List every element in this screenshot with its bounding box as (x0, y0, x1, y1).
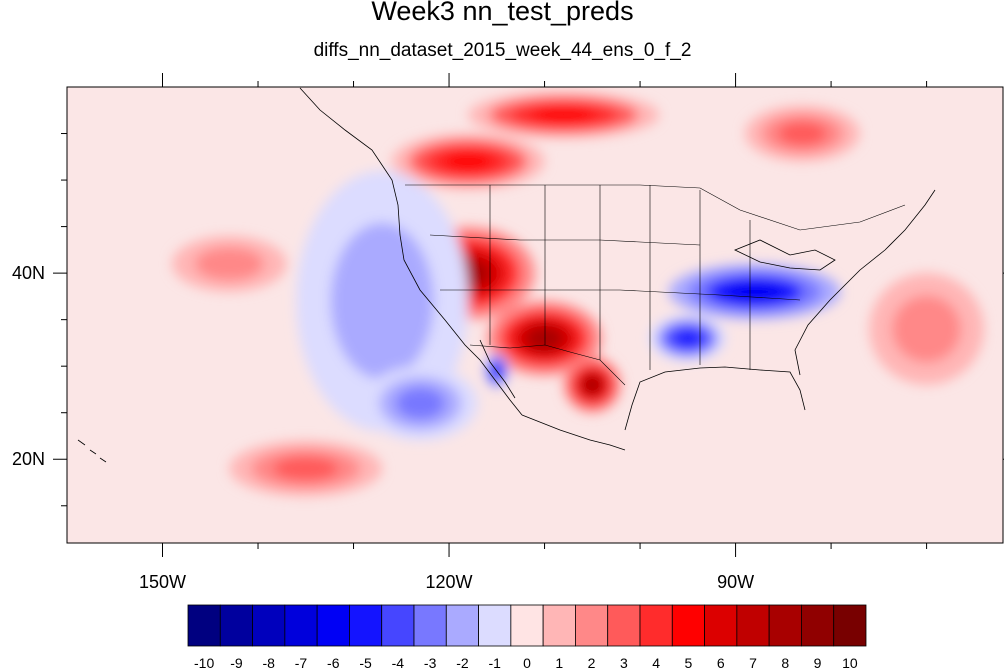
colorbar-label: 10 (842, 655, 858, 671)
colorbar-label: 4 (652, 655, 660, 671)
colorbar-box-1 (219, 604, 253, 647)
colorbar-box-12 (575, 604, 609, 647)
map-plot-area (67, 87, 1003, 543)
axis-ticks (53, 73, 1004, 557)
colorbar-box-6 (381, 604, 415, 647)
colorbar-label: 2 (588, 655, 596, 671)
colorbar-label: 1 (555, 655, 563, 671)
colorbar-label: 7 (749, 655, 757, 671)
baja-coast-line (479, 339, 516, 399)
mexico-pacific-coast (521, 414, 626, 451)
anomaly-region-4-layer-3 (531, 107, 596, 123)
colorbar-box-0 (187, 604, 221, 647)
colorbar-label: -8 (262, 655, 275, 671)
us-mexico-border (469, 344, 626, 386)
colorbar-label: -1 (488, 655, 501, 671)
anomaly-region-2-layer-3 (582, 375, 602, 395)
colorbar-label: -4 (392, 655, 405, 671)
colorbar-box-17 (736, 604, 770, 647)
lon-tick-label: 150W (139, 572, 186, 592)
colorbar-box-18 (768, 604, 802, 647)
anomaly-region-1-layer-3 (525, 325, 564, 351)
colorbar-box-15 (671, 604, 705, 647)
anomaly-region-11-layer-1 (194, 247, 264, 281)
colorbar-box-2 (252, 604, 286, 647)
lat-tick-label: 20N (12, 449, 45, 469)
anomaly-region-12-layer-2 (273, 456, 339, 481)
colorbar-label: 8 (781, 655, 789, 671)
map-subtitle: diffs_nn_dataset_2015_week_44_ens_0_f_2 (313, 40, 692, 61)
lat-tick-label: 40N (12, 263, 45, 283)
colorbar-box-19 (801, 604, 835, 647)
great-lakes (734, 239, 836, 271)
colorbar-label: -3 (424, 655, 437, 671)
anomaly-region-5-layer-2 (777, 121, 827, 146)
colorbar-box-3 (284, 604, 318, 647)
lon-tick-label: 90W (717, 572, 754, 592)
lon-tick-label: 120W (426, 572, 473, 592)
colorbar-box-10 (510, 604, 544, 647)
state-line-3 (489, 185, 751, 370)
colorbar-label: 6 (717, 655, 725, 671)
gulf-coast-line (624, 366, 806, 431)
colorbar-label: 9 (814, 655, 822, 671)
axis-tick-labels: 150W 120W 90W 40N 20N (12, 263, 754, 592)
colorbar-box-16 (704, 604, 738, 647)
map-title: Week3 nn_test_preds (371, 0, 634, 26)
colorbar-label: 3 (620, 655, 628, 671)
colorbar-label: -2 (456, 655, 469, 671)
colorbar-box-8 (445, 604, 479, 647)
colorbar-label: -5 (359, 655, 372, 671)
hawaii-islands (77, 439, 107, 463)
us-canada-border (405, 184, 906, 231)
colorbar-box-4 (316, 604, 350, 647)
colorbar-box-7 (413, 604, 447, 647)
atlantic-coast-line (794, 189, 936, 376)
anomaly-region-13-layer-1 (892, 295, 961, 363)
colorbar-label: 5 (685, 655, 693, 671)
coastlines (77, 87, 936, 463)
colorbar-label: 0 (523, 655, 531, 671)
colorbar-box-5 (349, 604, 383, 647)
colorbar-label: -10 (194, 655, 214, 671)
colorbar-box-20 (833, 604, 867, 647)
anomaly-region-9-layer-1 (330, 222, 434, 380)
colorbar: -10 -9 -8 -7 -6 -5 -4 -3 -2 -1 0 1 2 3 4 5 6 7 8 9 10 (187, 604, 867, 671)
colorbar-box-14 (639, 604, 673, 647)
colorbar-label: -7 (295, 655, 308, 671)
anomaly-region-7-layer-3 (675, 330, 701, 347)
west-coast-line (299, 87, 523, 416)
anomaly-region-10-layer-2 (395, 387, 445, 420)
anomaly-field (172, 91, 984, 497)
state-line-2 (440, 289, 801, 301)
colorbar-box-11 (542, 604, 576, 647)
state-borders (405, 184, 906, 386)
map-frame (66, 86, 1004, 544)
colorbar-box-9 (478, 604, 512, 647)
anomaly-region-3-layer-3 (442, 152, 494, 171)
colorbar-box-13 (607, 604, 641, 647)
colorbar-label: -9 (230, 655, 243, 671)
colorbar-label: -6 (327, 655, 340, 671)
